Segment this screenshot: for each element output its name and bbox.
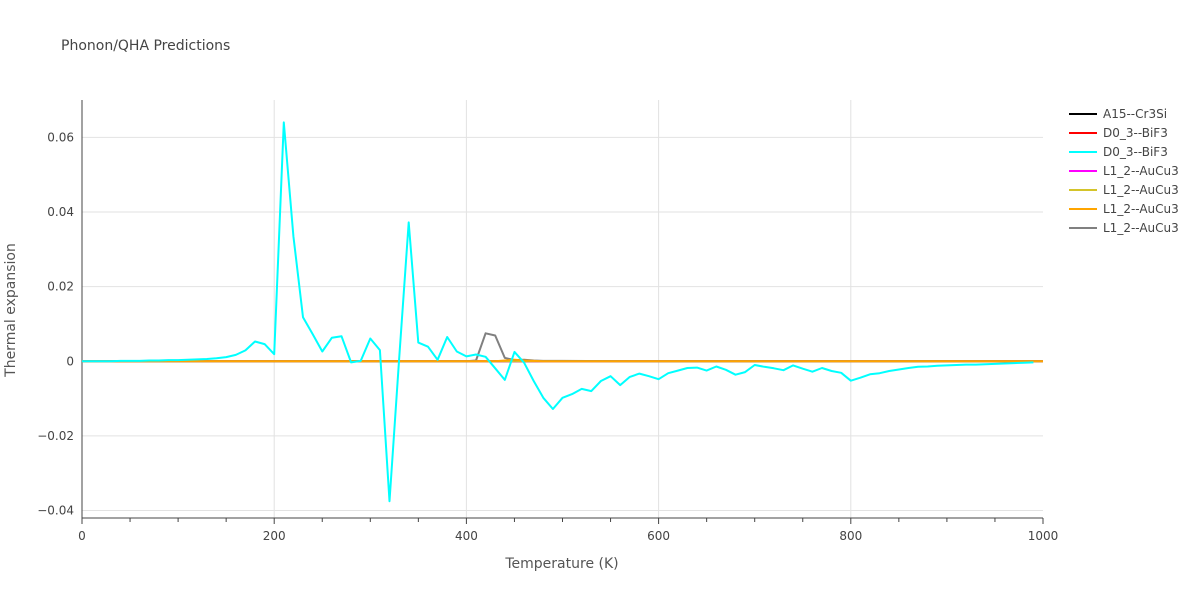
y-axis-title: Thermal expansion [3,243,19,378]
series-line-6 [82,358,1043,363]
y-tick-label: −0.04 [37,504,74,518]
legend-label: L1_2--AuCu3 [1103,221,1179,235]
legend-label: A15--Cr3Si [1103,107,1167,121]
chart-title: Phonon/QHA Predictions [61,38,230,54]
legend-label: L1_2--AuCu3 [1103,183,1179,197]
y-tick-label: −0.02 [37,429,74,443]
legend-label: L1_2--AuCu3 [1103,202,1179,216]
legend-label: L1_2--AuCu3 [1103,164,1179,178]
y-tick-label: 0.06 [47,130,74,144]
x-tick-label: 400 [455,529,478,543]
x-tick-label: 600 [647,529,670,543]
x-tick-label: 200 [263,529,286,543]
legend-label: D0_3--BiF3 [1103,145,1168,159]
legend-label: D0_3--BiF3 [1103,126,1168,140]
legend: A15--Cr3Si D0_3--BiF3 D0_3--BiF3 L1_2--AuCu… [1069,107,1179,235]
x-axis-title: Temperature (K) [504,556,618,572]
tick-labels: −0.04 −0.02 0 0.02 0.04 0.06 0 200 400 600 800 1000 [37,130,1058,543]
y-tick-label: 0.02 [47,280,74,294]
series-line-3 [82,121,1034,503]
grid [82,100,1043,518]
y-tick-label: 0 [66,354,74,368]
x-tick-label: 0 [78,529,86,543]
x-tick-label: 800 [839,529,862,543]
series-group [82,121,1043,503]
axes [81,100,1044,524]
x-tick-label: 1000 [1028,529,1059,543]
y-tick-label: 0.04 [47,205,74,219]
